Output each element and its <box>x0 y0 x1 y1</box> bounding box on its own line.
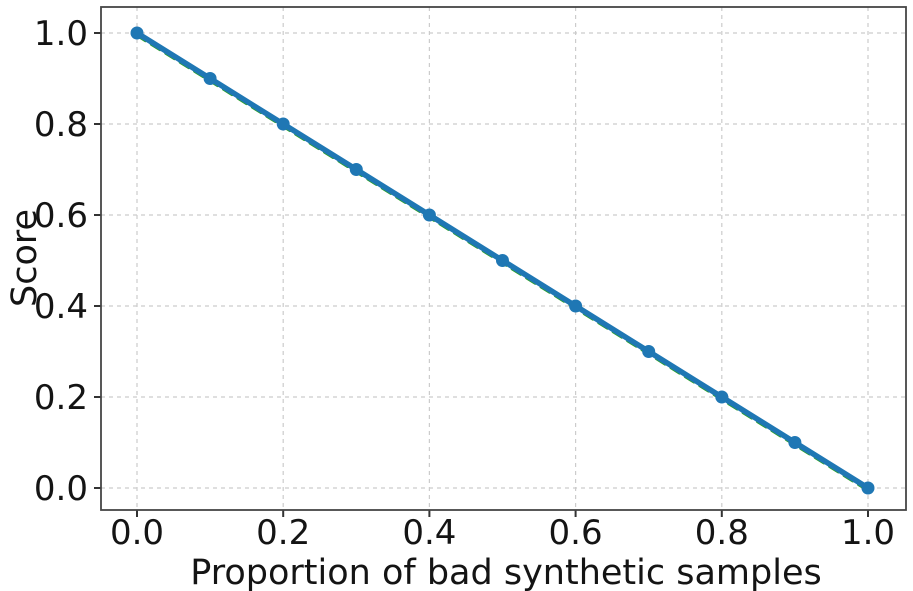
axis-ticks: 0.0 0.2 0.4 0.6 0.8 1.0 0.0 0.2 0.4 0.6 0.8 1.0 <box>34 14 895 553</box>
data-point-marker <box>276 117 290 131</box>
data-point-marker <box>496 254 509 267</box>
x-axis-label: Proportion of bad synthetic samples <box>190 553 821 591</box>
data-point-marker <box>642 345 656 358</box>
x-tick-label: 0.4 <box>402 513 456 553</box>
gridlines <box>101 7 906 510</box>
data-point-marker <box>130 26 144 40</box>
y-tick-label: 0.4 <box>34 287 88 327</box>
plot-frame <box>100 6 907 511</box>
y-tick-label: 0.0 <box>34 469 88 509</box>
data-point-marker <box>569 299 583 313</box>
y-tick-label: 0.6 <box>34 196 88 236</box>
x-tick-label: 1.0 <box>841 513 895 553</box>
x-tick-label: 0.0 <box>110 513 164 553</box>
x-tick-label: 0.2 <box>256 513 310 553</box>
data-point-marker <box>203 72 217 85</box>
data-point-marker <box>788 436 802 449</box>
y-axis-label: Score <box>5 209 45 307</box>
data-series <box>130 26 875 495</box>
data-point-marker <box>861 481 875 495</box>
y-tick-label: 0.2 <box>34 378 88 418</box>
data-point-marker <box>422 208 436 222</box>
data-point-marker <box>349 163 363 176</box>
x-tick-label: 0.8 <box>695 513 749 553</box>
x-tick-label: 0.6 <box>549 513 603 553</box>
y-tick-label: 0.8 <box>34 105 88 145</box>
data-point-marker <box>715 390 729 404</box>
y-tick-label: 1.0 <box>34 14 88 54</box>
